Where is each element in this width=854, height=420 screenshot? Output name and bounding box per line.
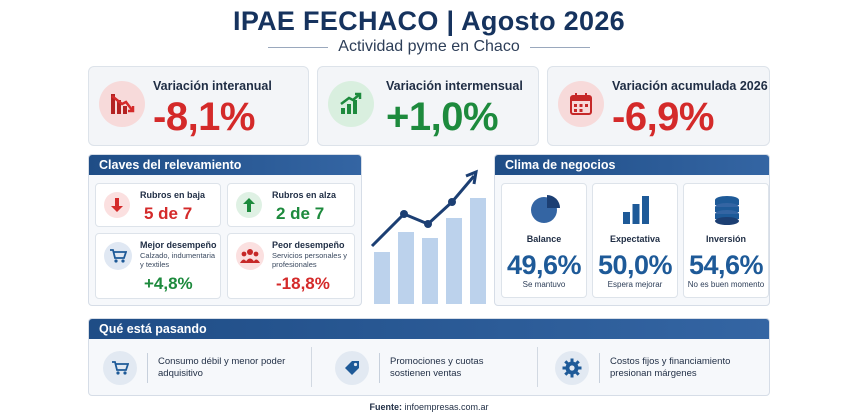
mejor-desempeno-card: Mejor desempeño Calzado, indumentaria y … — [95, 233, 221, 299]
item-separator — [379, 353, 380, 383]
pasando-item-consumo: Consumo débil y menor poder adquisitivo — [103, 343, 293, 393]
tag-icon — [335, 351, 369, 385]
mejor-desempeno-value: +4,8% — [144, 274, 193, 293]
source-label: Fuente: — [369, 402, 402, 412]
page-title: IPAE FECHACO | Agosto 2026 — [233, 6, 625, 36]
growth-chart-icon — [370, 169, 486, 304]
item-separator — [147, 353, 148, 383]
clima-label: Balance — [526, 234, 562, 244]
peor-desempeno-card: Peor desempeño Servicios personales y pr… — [227, 233, 355, 299]
clima-note: Espera mejorar — [607, 280, 663, 289]
panel-title: Qué está pasando — [89, 319, 769, 339]
column-divider — [311, 347, 312, 387]
rubros-baja-label: Rubros en baja — [140, 190, 206, 200]
clima-value: 50,0% — [597, 250, 673, 280]
mejor-desempeno-detail: Calzado, indumentaria y textiles — [140, 251, 216, 269]
panel-title: Claves del relevamiento — [89, 155, 361, 175]
growth-illustration — [368, 166, 488, 306]
clima-label: Inversión — [705, 234, 746, 244]
cart-icon — [104, 242, 132, 270]
kpi-label: Variación acumulada 2026 — [612, 79, 768, 93]
clima-expectativa-card: Expectativa 50,0% Espera mejorar — [592, 183, 678, 298]
pasando-panel: Qué está pasando Consumo débil y menor p… — [88, 318, 770, 396]
kpi-value: +1,0% — [386, 95, 499, 139]
pie-icon — [531, 195, 560, 223]
peor-desempeno-label: Peor desempeño — [272, 240, 345, 250]
source-line: Fuente: infoempresas.com.ar — [88, 402, 770, 412]
clima-value: 49,6% — [506, 250, 582, 280]
rubros-alza-value: 2 de 7 — [276, 204, 325, 223]
rubros-baja-card: Rubros en baja 5 de 7 — [95, 183, 221, 227]
kpi-label: Variación intermensual — [386, 79, 523, 93]
panel-title: Clima de negocios — [495, 155, 769, 175]
kpi-card-intermensual: Variación intermensual +1,0% — [317, 66, 539, 146]
kpi-label: Variación interanual — [153, 79, 272, 93]
clima-label: Expectativa — [609, 234, 661, 244]
clima-value: 54,6% — [688, 250, 764, 280]
arrow-down-icon — [104, 192, 130, 218]
bars-icon — [623, 196, 649, 224]
arrow-up-icon — [236, 192, 262, 218]
rubros-alza-card: Rubros en alza 2 de 7 — [227, 183, 355, 227]
clima-inversion-card: Inversión 54,6% No es buen momento — [683, 183, 769, 298]
mejor-desempeno-label: Mejor desempeño — [140, 240, 217, 250]
subtitle-rule-right — [529, 46, 590, 48]
people-icon — [236, 242, 264, 270]
gear-icon — [555, 351, 589, 385]
trend-down-icon — [99, 81, 145, 127]
kpi-value: -8,1% — [153, 95, 256, 139]
pasando-item-promociones: Promociones y cuotas sostienen ventas — [335, 343, 525, 393]
kpi-card-interanual: Variación interanual -8,1% — [88, 66, 309, 146]
clima-note: No es buen momento — [687, 280, 765, 289]
clima-note: Se mantuvo — [522, 280, 566, 289]
infographic: IPAE FECHACO | Agosto 2026 Actividad pym… — [88, 0, 770, 420]
calendar-icon — [558, 81, 604, 127]
trend-up-icon — [328, 81, 374, 127]
page-subtitle: Actividad pyme en Chaco — [338, 38, 520, 55]
clima-balance-card: Balance 49,6% Se mantuvo — [501, 183, 587, 298]
item-separator — [599, 353, 600, 383]
pasando-text: Consumo débil y menor poder adquisitivo — [158, 356, 286, 379]
subtitle-rule-left — [268, 46, 329, 48]
peor-desempeno-value: -18,8% — [276, 274, 330, 293]
kpi-card-acumulada: Variación acumulada 2026 -6,9% — [547, 66, 770, 146]
peor-desempeno-detail: Servicios personales y profesionales — [272, 251, 348, 269]
subtitle-row: Actividad pyme en Chaco — [88, 38, 770, 56]
rubros-baja-value: 5 de 7 — [144, 204, 193, 223]
pasando-text: Costos fijos y financiamiento presionan … — [610, 356, 731, 379]
cart-icon — [103, 351, 137, 385]
claves-panel: Claves del relevamiento Rubros en baja 5… — [88, 154, 362, 306]
clima-panel: Clima de negocios Balance 49,6% Se mantu… — [494, 154, 770, 306]
kpi-value: -6,9% — [612, 95, 715, 139]
rubros-alza-label: Rubros en alza — [272, 190, 337, 200]
source-value: infoempresas.com.ar — [404, 402, 489, 412]
column-divider — [537, 347, 538, 387]
coins-icon — [715, 196, 739, 225]
pasando-item-costos: Costos fijos y financiamiento presionan … — [555, 343, 745, 393]
pasando-text: Promociones y cuotas sostienen ventas — [390, 356, 484, 379]
